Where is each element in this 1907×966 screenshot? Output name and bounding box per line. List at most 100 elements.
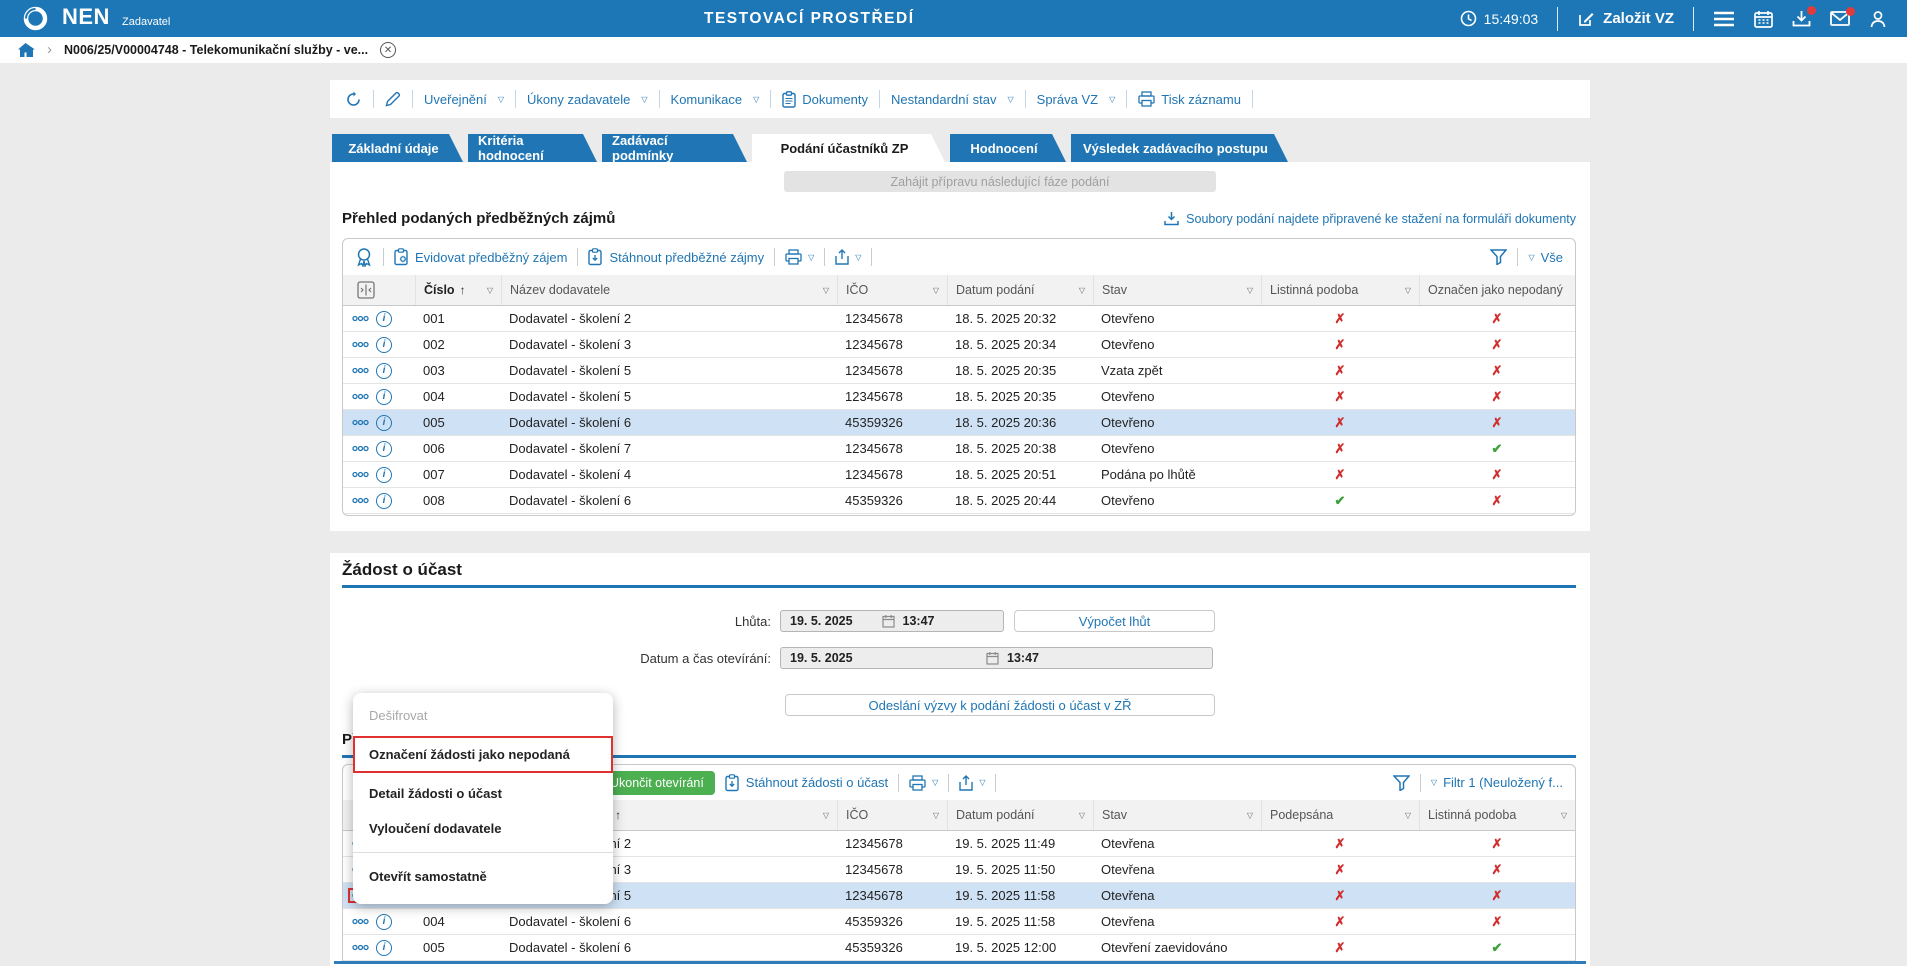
column-header-nazev[interactable]: Název dodavatele [501, 275, 837, 305]
menu-komunikace[interactable]: Komunikace [671, 92, 760, 107]
column-header-listinna[interactable]: Listinná podoba [1261, 275, 1419, 305]
column-dropdown-icon[interactable] [1079, 811, 1085, 820]
refresh-button[interactable] [345, 91, 362, 108]
column-dropdown-icon[interactable] [1247, 811, 1253, 820]
menu-sprava-vz[interactable]: Správa VZ [1037, 92, 1116, 107]
menu-uverejneni[interactable]: Uveřejnění [424, 92, 504, 107]
award-icon[interactable] [355, 247, 373, 267]
tab-podani-ucastniku-zp[interactable]: Podání účastníků ZP [752, 134, 945, 162]
menu-ukony-zadavatele[interactable]: Úkony zadavatele [527, 92, 648, 107]
column-dropdown-icon[interactable] [933, 286, 939, 295]
column-dropdown-icon[interactable] [1079, 286, 1085, 295]
info-icon[interactable] [376, 939, 392, 956]
column-dropdown-icon[interactable] [823, 811, 829, 820]
info-icon[interactable] [376, 388, 392, 405]
column-dropdown-icon[interactable] [1561, 811, 1567, 820]
filter-icon[interactable] [1392, 774, 1410, 791]
odeslani-vyzvy-button[interactable]: Odeslání výzvy k podání žádosti o účast … [785, 694, 1215, 716]
row-actions-icon[interactable] [352, 393, 369, 400]
home-icon[interactable] [18, 42, 35, 58]
menu-nestandardni-stav[interactable]: Nestandardní stav [891, 92, 1014, 107]
filter-selector[interactable]: ▽ Filtr 1 (Neuložený f... [1430, 775, 1563, 790]
column-dropdown-icon[interactable] [1405, 811, 1411, 820]
print-table-button[interactable]: ▽ [909, 774, 939, 791]
otevirani-date-value[interactable]: 19. 5. 2025 [790, 651, 853, 665]
lhuta-date-value[interactable]: 19. 5. 2025 [790, 614, 853, 628]
main-menu-button[interactable] [1713, 11, 1735, 27]
table-row[interactable]: 004 Dodavatel - školení 6 45359326 19. 5… [343, 909, 1575, 935]
print-options-dropdown[interactable]: ▽ [808, 252, 815, 262]
column-dropdown-icon[interactable] [933, 811, 939, 820]
nen-logo-icon[interactable] [22, 5, 49, 32]
evidovat-predbezny-zajem-button[interactable]: Evidovat předběžný zájem [394, 248, 567, 266]
row-actions-icon[interactable] [352, 497, 369, 504]
column-header-podepsana[interactable]: Podepsána [1261, 800, 1419, 830]
row-actions-icon[interactable] [352, 367, 369, 374]
export-table-button[interactable]: ▽ [835, 249, 861, 265]
table-row[interactable]: 003 Dodavatel - školení 5 12345678 18. 5… [343, 358, 1575, 384]
info-icon[interactable] [376, 310, 392, 327]
column-header-ico[interactable]: IČO [837, 800, 947, 830]
print-options-dropdown[interactable]: ▽ [932, 778, 939, 787]
mail-button[interactable] [1830, 7, 1855, 26]
download-submissions-link[interactable]: Soubory podání najdete připravené ke sta… [1164, 211, 1576, 226]
column-dropdown-icon[interactable] [1247, 286, 1253, 295]
edit-record-button[interactable] [385, 91, 401, 107]
info-icon[interactable] [376, 440, 392, 457]
table-row[interactable]: 006 Dodavatel - školení 7 12345678 18. 5… [343, 436, 1575, 462]
otevirani-time-value[interactable]: 13:47 [1007, 651, 1039, 665]
info-icon[interactable] [376, 466, 392, 483]
start-next-phase-button[interactable]: Zahájit přípravu následující fáze podání [784, 171, 1216, 192]
downloads-button[interactable] [1792, 5, 1816, 28]
column-header-cislo[interactable]: Číslo [415, 275, 501, 305]
calendar-small-icon[interactable] [881, 614, 895, 628]
column-header-listinna[interactable]: Listinná podoba [1419, 800, 1575, 830]
column-header-ico[interactable]: IČO [837, 275, 947, 305]
column-header-stav[interactable]: Stav [1093, 275, 1261, 305]
info-icon[interactable] [376, 362, 392, 379]
export-table-button[interactable]: ▽ [959, 774, 986, 791]
column-settings-icon[interactable] [357, 281, 375, 299]
column-dropdown-icon[interactable] [823, 286, 829, 295]
row-actions-icon[interactable] [352, 419, 369, 426]
table-row[interactable]: 001 Dodavatel - školení 2 12345678 18. 5… [343, 306, 1575, 332]
table-row[interactable]: 004 Dodavatel - školení 5 12345678 18. 5… [343, 384, 1575, 410]
lhuta-time-value[interactable]: 13:47 [902, 614, 935, 628]
menu-item-otevrit-samostatne[interactable]: Otevřít samostatně [369, 869, 487, 884]
filter-selector[interactable]: ▽ Vše [1528, 249, 1563, 265]
table-row[interactable]: 007 Dodavatel - školení 4 12345678 18. 5… [343, 462, 1575, 488]
menu-item-oznacit-nepodana-annotated[interactable]: Označení žádosti jako nepodaná [353, 736, 613, 773]
print-table-button[interactable]: ▽ [785, 249, 814, 265]
export-options-dropdown[interactable]: ▽ [979, 778, 986, 787]
menu-item-vylouceni-dodavatele[interactable]: Vyloučení dodavatele [369, 821, 502, 836]
table-row-selected[interactable]: 005 Dodavatel - školení 6 45359326 18. 5… [343, 410, 1575, 436]
column-header-nepodany[interactable]: Označen jako nepodaný [1419, 275, 1575, 305]
tab-hodnoceni[interactable]: Hodnocení [950, 134, 1066, 162]
column-header-stav[interactable]: Stav [1093, 800, 1261, 830]
row-actions-icon[interactable] [352, 315, 369, 322]
breadcrumb-record[interactable]: N006/25/V00004748 - Telekomunikační služ… [64, 43, 369, 57]
column-dropdown-icon[interactable] [487, 286, 493, 295]
info-icon[interactable] [376, 913, 392, 930]
row-actions-icon[interactable] [352, 471, 369, 478]
table-row[interactable]: 008 Dodavatel - školení 6 45359326 18. 5… [343, 488, 1575, 514]
column-header-datum[interactable]: Datum podání [947, 800, 1093, 830]
tab-kriteria-hodnoceni[interactable]: Kritéria hodnocení [468, 134, 597, 162]
info-icon[interactable] [376, 492, 392, 509]
filter-icon[interactable] [1490, 249, 1508, 265]
row-actions-icon[interactable] [352, 341, 369, 348]
vypocet-lhut-button[interactable]: Výpočet lhůt [1014, 610, 1215, 632]
menu-tisk-zaznamu[interactable]: Tisk záznamu [1138, 91, 1241, 107]
column-dropdown-icon[interactable] [1405, 286, 1411, 295]
create-vz-button[interactable]: Založit VZ [1577, 10, 1674, 28]
menu-item-detail-zadosti[interactable]: Detail žádosti o účast [369, 786, 502, 801]
close-record-icon[interactable]: ✕ [380, 42, 397, 58]
ukoncit-otevirani-button[interactable]: Ukončit otevírání [599, 770, 715, 795]
otevirani-field[interactable]: 19. 5. 2025 13:47 [780, 647, 1213, 669]
tab-vysledek-zadavaciho-postupu[interactable]: Výsledek zadávacího postupu [1071, 134, 1288, 162]
info-icon[interactable] [376, 336, 392, 353]
row-actions-icon[interactable] [352, 445, 369, 452]
column-header-datum[interactable]: Datum podání [947, 275, 1093, 305]
calendar-small-icon[interactable] [986, 651, 999, 665]
row-actions-icon[interactable] [352, 944, 369, 951]
